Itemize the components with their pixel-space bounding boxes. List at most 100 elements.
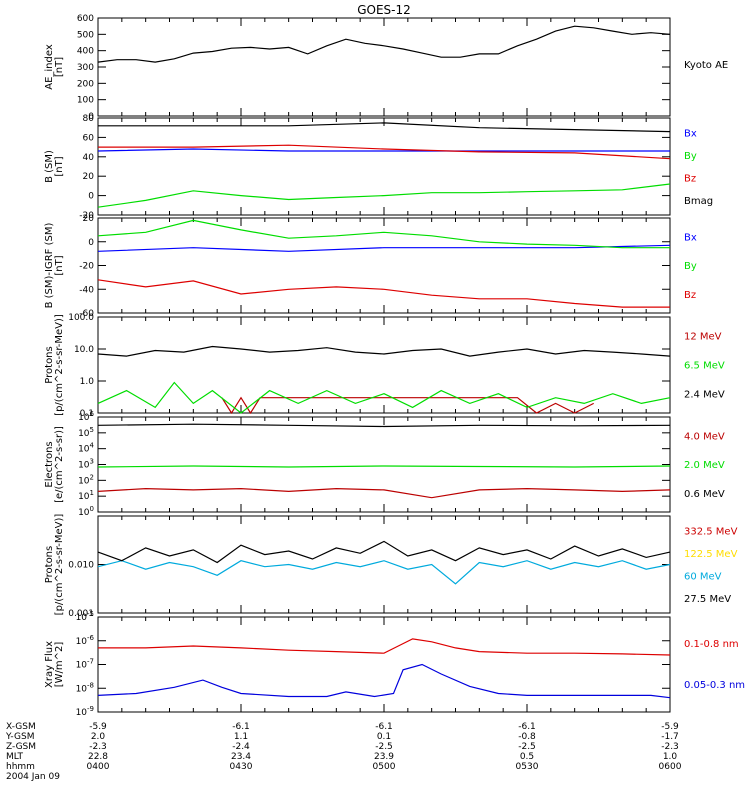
- xrow-label-1: Y-GSM: [5, 732, 34, 742]
- ytick-label-0-2: 200: [77, 79, 94, 89]
- xtick-value-2-1: 0.1: [377, 732, 391, 742]
- series-1-2: [98, 144, 671, 160]
- xtick-value-2-2: -2.5: [375, 742, 393, 752]
- xtick-value-0-3: 22.8: [88, 752, 108, 762]
- ytick-label-4-5: 105: [78, 426, 94, 439]
- ytick-label-1-2: 20: [83, 172, 95, 182]
- ytick-label-1-5: 80: [83, 114, 95, 124]
- ytick-label-3-3: 100.0: [68, 313, 94, 323]
- panel-frame-4: [97, 416, 671, 513]
- series-1-0: [97, 148, 670, 152]
- ylabel-2-1: [nT]: [54, 255, 65, 275]
- ytick-label-1-3: 40: [83, 153, 95, 163]
- legend-2-1: By: [684, 261, 697, 272]
- ytick-label-6-3: 10-6: [76, 634, 95, 647]
- legend-3-0: 12 MeV: [684, 331, 722, 342]
- xtick-value-4-2: -2.3: [661, 742, 679, 752]
- ytick-label-0-3: 300: [77, 63, 94, 73]
- ylabel-3-0: Protons: [44, 346, 55, 383]
- xtick-value-1-0: -6.1: [232, 722, 250, 732]
- ytick-label-6-4: 10-5: [76, 610, 94, 623]
- xtick-value-1-3: 23.4: [231, 752, 251, 762]
- legend-1-0: Bx: [684, 129, 697, 140]
- ytick-label-2-2: -20: [79, 262, 94, 272]
- series-2-0: [97, 244, 671, 252]
- series-6-0: [98, 638, 671, 656]
- legend-3-1: 6.5 MeV: [684, 361, 725, 372]
- ytick-label-4-2: 102: [78, 473, 94, 486]
- xtick-value-1-4: 0430: [230, 762, 253, 772]
- panel-frame-6: [97, 616, 671, 713]
- panel-frame-0: [97, 17, 671, 117]
- legend-1-2: Bz: [684, 174, 696, 185]
- ylabel-6-1: [W/m^2]: [54, 642, 65, 688]
- ytick-label-2-4: 20: [83, 214, 95, 224]
- ytick-label-3-1: 1.0: [80, 377, 95, 387]
- legend-5-1: 122.5 MeV: [684, 549, 738, 560]
- ytick-label-1-4: 60: [83, 133, 95, 143]
- series-6-1: [97, 663, 671, 699]
- xtick-value-1-1: 1.1: [234, 732, 248, 742]
- xtick-value-4-4: 0600: [659, 762, 682, 772]
- ylabel-5-1: [p/(cm^2-s-sr-MeV)]: [54, 514, 65, 616]
- ylabel-5-0: Protons: [44, 546, 55, 583]
- xtick-value-4-0: -5.9: [661, 722, 679, 732]
- series-1-3: [98, 122, 671, 133]
- ytick-label-1-1: 0: [88, 192, 94, 202]
- ytick-label-5-1: 0.010: [68, 561, 94, 571]
- ytick-label-6-1: 10-8: [76, 681, 94, 694]
- legend-6-1: 0.05-0.3 nm: [684, 680, 745, 691]
- xrow-label-4: hhmm: [6, 762, 35, 772]
- ytick-label-4-0: 100: [78, 505, 94, 518]
- xtick-value-1-2: -2.4: [232, 742, 250, 752]
- ylabel-6-0: Xray Flux: [44, 641, 55, 688]
- xrow-label-5: 2004 Jan 09: [6, 772, 60, 782]
- ytick-label-1-0: -20: [79, 211, 94, 221]
- legend-5-3: 27.5 MeV: [684, 594, 731, 605]
- xrow-label-0: X-GSM: [6, 722, 36, 732]
- xtick-value-2-0: -6.1: [375, 722, 393, 732]
- ytick-label-4-4: 104: [78, 442, 94, 455]
- legend-5-2: 60 MeV: [684, 572, 722, 583]
- ytick-label-0-6: 600: [77, 14, 94, 24]
- ylabel-1-1: [nT]: [54, 156, 65, 176]
- series-3-0: [221, 396, 594, 415]
- legend-3-2: 2.4 MeV: [684, 390, 725, 401]
- xtick-value-0-4: 0400: [87, 762, 110, 772]
- panel-frame-1: [97, 117, 671, 216]
- ylabel-0-0: AE_index: [44, 44, 55, 90]
- xtick-value-3-1: -0.8: [518, 732, 536, 742]
- ylabel-4-0: Electrons: [44, 441, 55, 487]
- ylabel-2-0: B (SM)-IGRF (SM): [44, 223, 55, 309]
- xrow-label-3: MLT: [6, 752, 24, 762]
- ytick-label-4-6: 106: [78, 410, 94, 423]
- legend-1-3: Bmag: [684, 196, 713, 207]
- xtick-value-0-0: -5.9: [89, 722, 107, 732]
- series-3-2: [97, 345, 671, 357]
- series-4-1: [97, 465, 671, 468]
- ylabel-0-1: [nT]: [54, 57, 65, 77]
- xtick-value-3-3: 0.5: [520, 752, 534, 762]
- ylabel-4-1: [e/(cm^2-s-sr)]: [54, 426, 65, 503]
- legend-2-0: Bx: [684, 232, 697, 243]
- series-5-3: [97, 540, 671, 564]
- panel-frame-3: [97, 316, 671, 414]
- ytick-label-6-2: 10-7: [76, 658, 94, 671]
- ytick-label-2-3: 0: [88, 238, 94, 248]
- xtick-value-3-0: -6.1: [518, 722, 536, 732]
- ytick-label-6-0: 10-9: [76, 705, 94, 718]
- ytick-label-5-0: 0.001: [68, 609, 94, 619]
- series-3-1: [97, 381, 671, 414]
- ytick-label-0-4: 400: [77, 47, 94, 57]
- ytick-label-0-1: 100: [77, 96, 94, 106]
- legend-2-2: Bz: [684, 290, 696, 301]
- xtick-value-4-3: 1.0: [663, 752, 678, 762]
- xrow-label-2: Z-GSM: [6, 742, 36, 752]
- series-2-1: [97, 219, 670, 249]
- legend-0-0: Kyoto AE: [684, 60, 728, 71]
- ylabel-3-1: [p/(cm^2-s-sr-MeV)]: [54, 314, 65, 416]
- xtick-value-3-2: -2.5: [518, 742, 536, 752]
- series-4-0: [97, 487, 671, 499]
- xtick-value-2-3: 23.9: [374, 752, 394, 762]
- plot-title: GOES-12: [357, 3, 411, 17]
